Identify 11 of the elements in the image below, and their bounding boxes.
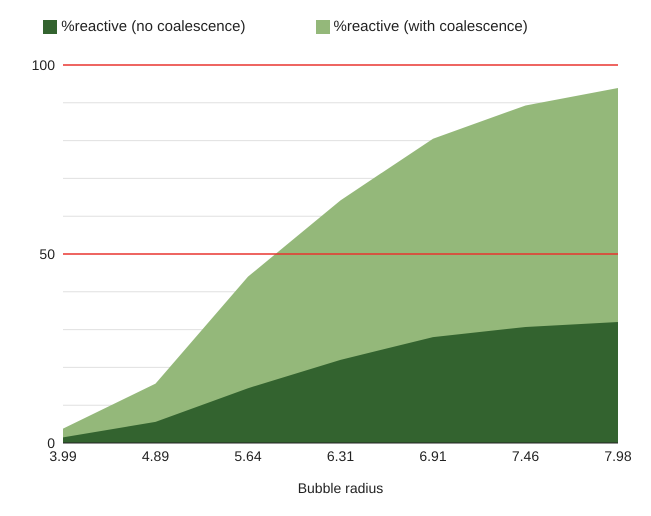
- y-tick-label: 100: [32, 56, 56, 73]
- x-tick-label: 4.89: [142, 448, 170, 464]
- x-tick-label: 6.91: [419, 448, 447, 464]
- x-tick-label: 6.31: [326, 448, 354, 464]
- legend-label: %reactive (with coalescence): [334, 18, 528, 35]
- x-tick-label: 5.64: [234, 448, 262, 464]
- x-tick-label: 7.98: [604, 448, 632, 464]
- y-tick-label: 50: [39, 246, 56, 262]
- x-axis-title: Bubble radius: [298, 480, 384, 496]
- legend-label: %reactive (no coalescence): [61, 18, 246, 35]
- x-tick-label: 7.46: [512, 448, 540, 464]
